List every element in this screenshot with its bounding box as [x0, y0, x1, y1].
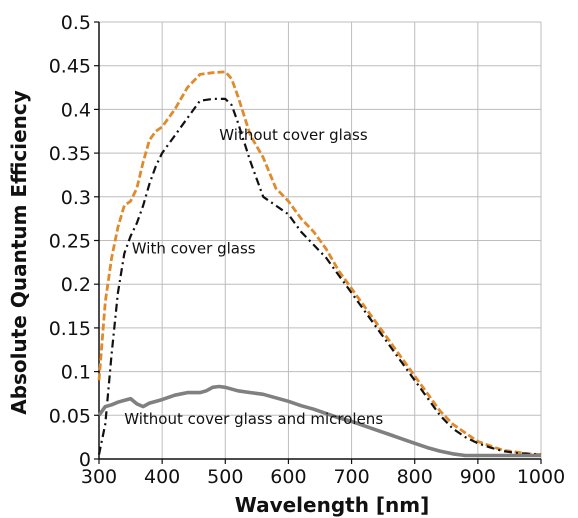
y-tick-label: 0.1 [61, 362, 91, 384]
series-annotation: Without cover glass [219, 126, 368, 144]
y-tick-label: 0.5 [61, 12, 91, 34]
y-tick-label: 0.15 [49, 318, 91, 340]
series-annotation: Without cover glass and microlens [124, 410, 383, 428]
x-tick-label: 700 [333, 466, 369, 488]
y-tick-label: 0 [79, 449, 91, 471]
series-line-with-cover-glass [97, 97, 542, 456]
x-tick-label: 400 [144, 466, 180, 488]
series-annotation: With cover glass [132, 240, 256, 258]
x-tick-label: 900 [460, 466, 496, 488]
y-tick-label: 0.35 [49, 143, 91, 165]
series-line-without-cover-glass-and-microlens [97, 384, 541, 458]
y-tick-label: 0.4 [61, 99, 91, 121]
series-lines [97, 70, 542, 458]
x-tick-label: 800 [397, 466, 433, 488]
x-tick-label: 1000 [517, 466, 565, 488]
y-tick-label: 0.05 [49, 405, 91, 427]
x-tick-label: 600 [270, 466, 306, 488]
y-tick-label: 0.25 [49, 231, 91, 253]
x-tick-label: 500 [207, 466, 243, 488]
y-tick-label: 0.3 [61, 187, 91, 209]
y-axis-title: Absolute Quantum Efficiency [7, 90, 31, 415]
axes: 300 400 500 600 700 800 900 1000 0 0.05 0.1 0.15 0.2… [49, 12, 565, 488]
y-tick-label: 0.45 [49, 56, 91, 78]
x-tick-label: 300 [81, 466, 117, 488]
x-axis-title: Wavelength [nm] [235, 493, 430, 517]
annotations: Without cover glass With cover glass Witho… [124, 126, 383, 428]
y-tick-label: 0.2 [61, 274, 91, 296]
series-line-without-cover-glass [97, 70, 542, 456]
